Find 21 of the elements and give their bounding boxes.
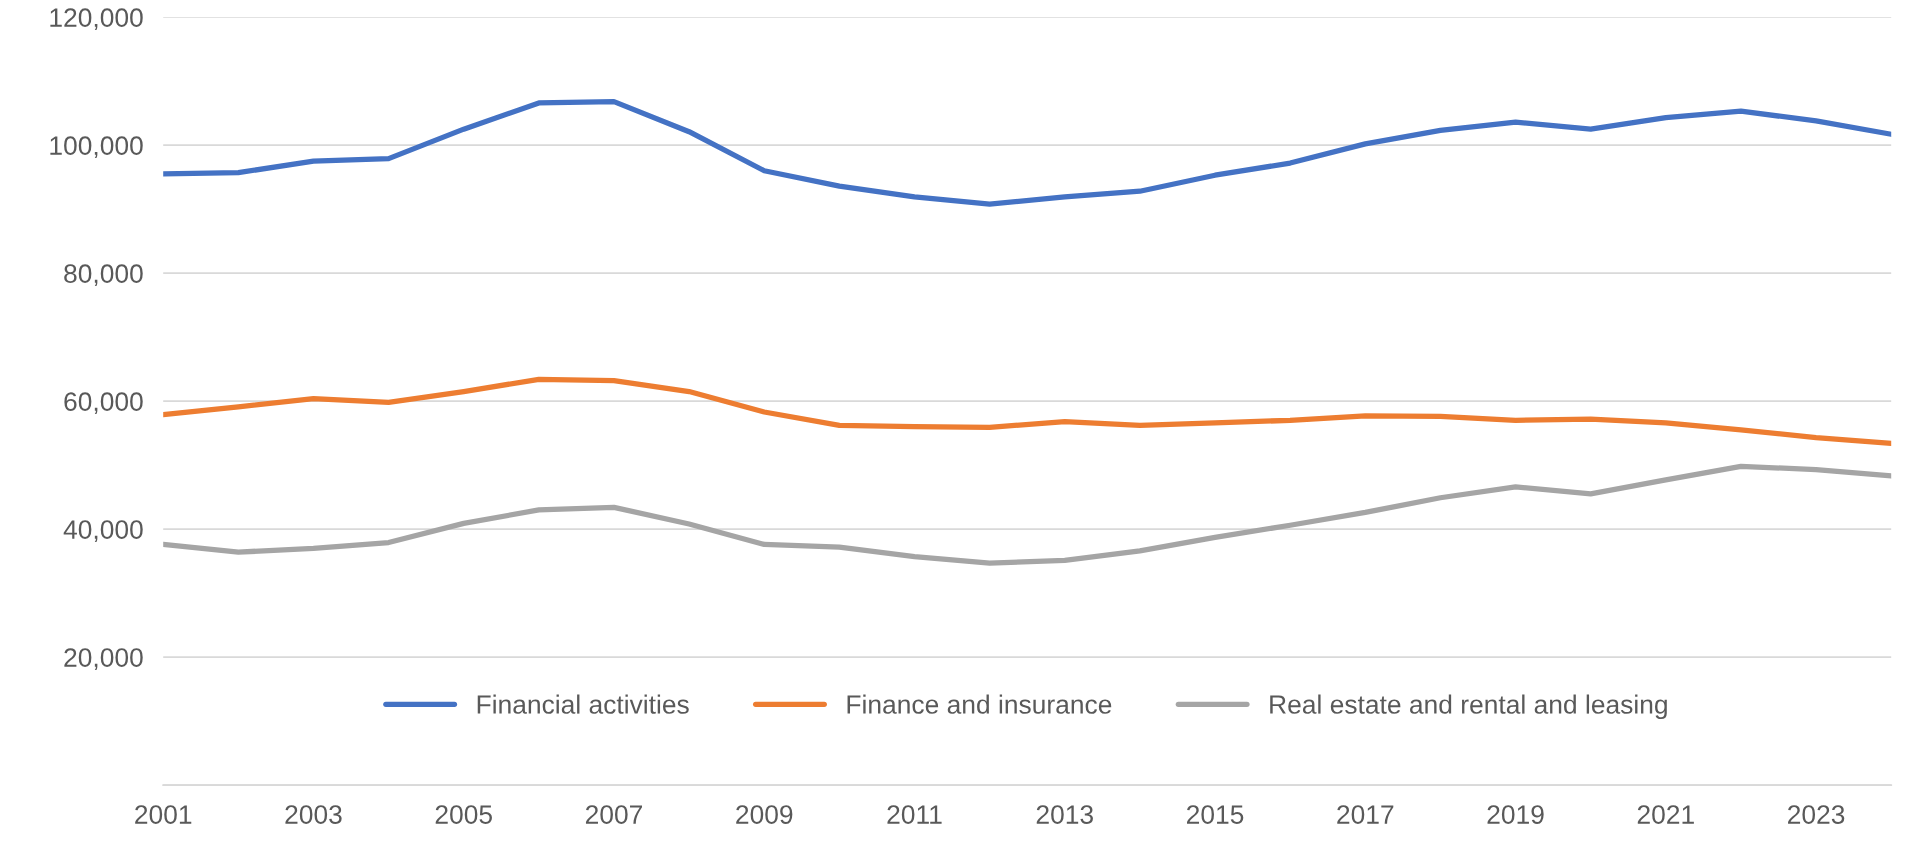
- x-tick-label: 2013: [1036, 805, 1093, 824]
- x-tick-label: 2021: [1637, 805, 1694, 824]
- y-tick-label: 60,000: [64, 392, 143, 415]
- x-tick-label: 2015: [1187, 805, 1244, 824]
- x-tick-label: 2011: [887, 805, 942, 824]
- y-tick-label: 80,000: [64, 264, 143, 287]
- y-tick-label: 120,000: [50, 8, 143, 31]
- x-tick-label: 2001: [135, 805, 192, 824]
- x-tick-label: 2005: [435, 805, 492, 824]
- x-tick-label: 2003: [285, 805, 342, 824]
- x-tick-label: 2023: [1788, 805, 1845, 824]
- x-tick-label: 2009: [736, 805, 793, 824]
- y-tick-label: 100,000: [50, 136, 143, 159]
- y-tick-label: 40,000: [63, 520, 143, 543]
- legend-label: Finance and insurance: [847, 694, 1112, 714]
- x-tick-label: 2007: [585, 805, 643, 824]
- legend-label: Financial activities: [477, 694, 689, 714]
- legend-label: Real estate and rental and leasing: [1270, 694, 1667, 720]
- x-tick-label: 2019: [1487, 805, 1544, 824]
- x-tick-label: 2017: [1337, 805, 1394, 824]
- y-tick-label: 20,000: [64, 648, 143, 671]
